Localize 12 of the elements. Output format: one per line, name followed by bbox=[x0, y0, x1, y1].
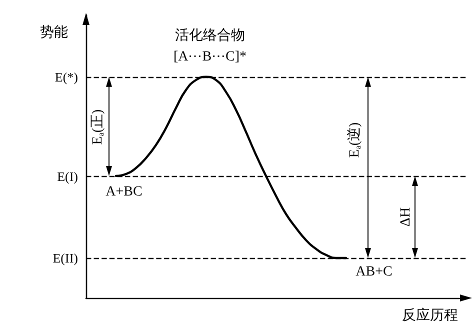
annotation: Ea(正) bbox=[90, 108, 106, 145]
text: 活化络合物 bbox=[175, 28, 245, 44]
y-axis-title: 势能 bbox=[40, 24, 68, 40]
x-axis-title: 反应历程 bbox=[402, 308, 458, 324]
ref-line-label: E(II) bbox=[52, 250, 78, 266]
text: [A⋯B⋯C]* bbox=[173, 50, 247, 64]
annotation: A+BC bbox=[106, 184, 142, 200]
ref-line-label: E(*) bbox=[54, 69, 78, 84]
annotation: AB+C bbox=[356, 264, 392, 280]
annotation: Ea(逆) bbox=[346, 122, 362, 158]
annotation: ΔH bbox=[398, 207, 414, 227]
ref-line-label: E(I) bbox=[57, 168, 78, 184]
